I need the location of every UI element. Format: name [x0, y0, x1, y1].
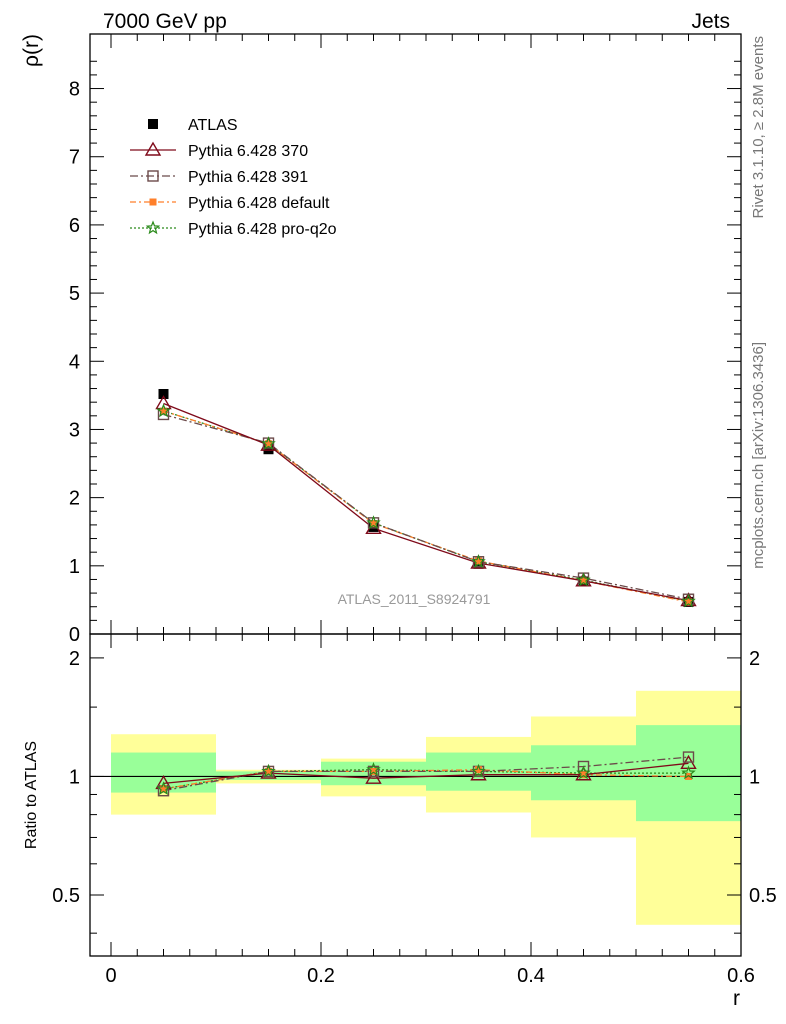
- header-left: 7000 GeV pp: [103, 10, 227, 33]
- band-inner: [216, 771, 321, 780]
- ratio-y-tick-label: 2: [69, 648, 80, 670]
- analysis-watermark: ATLAS_2011_S8924791: [338, 591, 491, 607]
- x-axis-label: r: [733, 987, 740, 1010]
- data-point: [367, 765, 380, 778]
- legend-label: Pythia 6.428 pro-q2o: [188, 221, 337, 238]
- ratio-series-line-p370: [163, 762, 689, 785]
- main-series-line-pdefault: [163, 410, 689, 603]
- data-point: [471, 554, 486, 568]
- data-point: [366, 762, 381, 776]
- data-point: [681, 765, 696, 780]
- main-y-label: ρ(r): [20, 34, 43, 67]
- data-point: [263, 444, 274, 455]
- data-point: [261, 436, 276, 450]
- legend-label: Pythia 6.428 default: [188, 195, 330, 212]
- legend-label: ATLAS: [188, 117, 238, 134]
- rivet-label: Rivet 3.1.10, ≥ 2.8M events: [750, 36, 767, 219]
- ratio-y-tick-label: 0.5: [52, 885, 80, 907]
- data-point: [366, 515, 381, 530]
- main-series-line-p370: [163, 402, 689, 602]
- data-point: [685, 598, 692, 606]
- ratio-y-tick-label-right: 0.5: [749, 885, 777, 907]
- data-point: [580, 577, 587, 585]
- data-point: [261, 763, 276, 778]
- data-point: [148, 119, 158, 129]
- ratio-y-tick-label: 1: [69, 766, 80, 788]
- series-layer: [155, 389, 697, 797]
- data-point: [370, 520, 377, 528]
- x-tick-label: 0.2: [307, 965, 335, 987]
- data-point: [576, 765, 591, 780]
- main-y-tick-label: 2: [69, 488, 80, 510]
- main-y-tick-label: 3: [69, 419, 80, 441]
- main-y-tick-label: 1: [69, 556, 80, 578]
- data-point: [158, 389, 169, 399]
- data-point: [160, 785, 167, 793]
- data-point: [580, 771, 587, 779]
- data-point: [681, 593, 696, 608]
- ratio-y-tick-label-right: 1: [749, 766, 760, 788]
- x-tick-label: 0.6: [727, 965, 755, 987]
- main-y-tick-label: 5: [69, 283, 80, 305]
- data-point: [160, 407, 167, 415]
- main-y-tick-label: 7: [69, 147, 80, 169]
- data-point: [475, 557, 482, 565]
- data-point: [471, 763, 486, 778]
- ratio-y-label: Ratio to ATLAS: [23, 741, 40, 849]
- header-right: Jets: [691, 10, 730, 33]
- data-point: [147, 170, 159, 182]
- ratio-plot-frame: [89, 633, 742, 957]
- data-point: [265, 767, 272, 775]
- data-point: [145, 220, 161, 235]
- ratio-y-tick-label-right: 2: [749, 648, 760, 670]
- axes-layer: 0 1 2 3 4 5 6 7 8 0 0.2 0.4 0.6 0.5 0.5 1 1 2 2: [52, 33, 777, 987]
- data-point: [265, 440, 272, 448]
- x-tick-label: 0.4: [517, 965, 545, 987]
- main-y-tick-label: 6: [69, 215, 80, 237]
- legend: ATLAS Pythia 6.428 370 Pythia 6.428 391 Pyt…: [130, 117, 337, 238]
- data-point: [475, 766, 482, 774]
- legend-label: Pythia 6.428 370: [188, 143, 308, 160]
- ratio-series-line-p391: [163, 756, 689, 792]
- data-point: [682, 751, 695, 763]
- data-point: [370, 767, 377, 775]
- legend-label: Pythia 6.428 391: [188, 169, 308, 186]
- main-y-tick-label: 0: [69, 624, 80, 646]
- main-y-tick-label: 8: [69, 79, 80, 101]
- main-series-line-pq2o: [163, 410, 689, 602]
- data-point: [144, 141, 162, 156]
- data-point: [576, 572, 591, 587]
- ratio-bands-layer: [111, 690, 741, 925]
- data-point: [365, 769, 382, 784]
- data-point: [149, 198, 157, 206]
- x-tick-label: 0: [105, 965, 116, 987]
- main-series-line-p391: [163, 413, 689, 600]
- main-y-tick-label: 4: [69, 351, 80, 373]
- data-point: [156, 781, 171, 796]
- data-point: [156, 403, 171, 418]
- mcplots-label: mcplots.cern.ch [arXiv:1306.3436]: [750, 342, 767, 569]
- data-point: [685, 772, 692, 780]
